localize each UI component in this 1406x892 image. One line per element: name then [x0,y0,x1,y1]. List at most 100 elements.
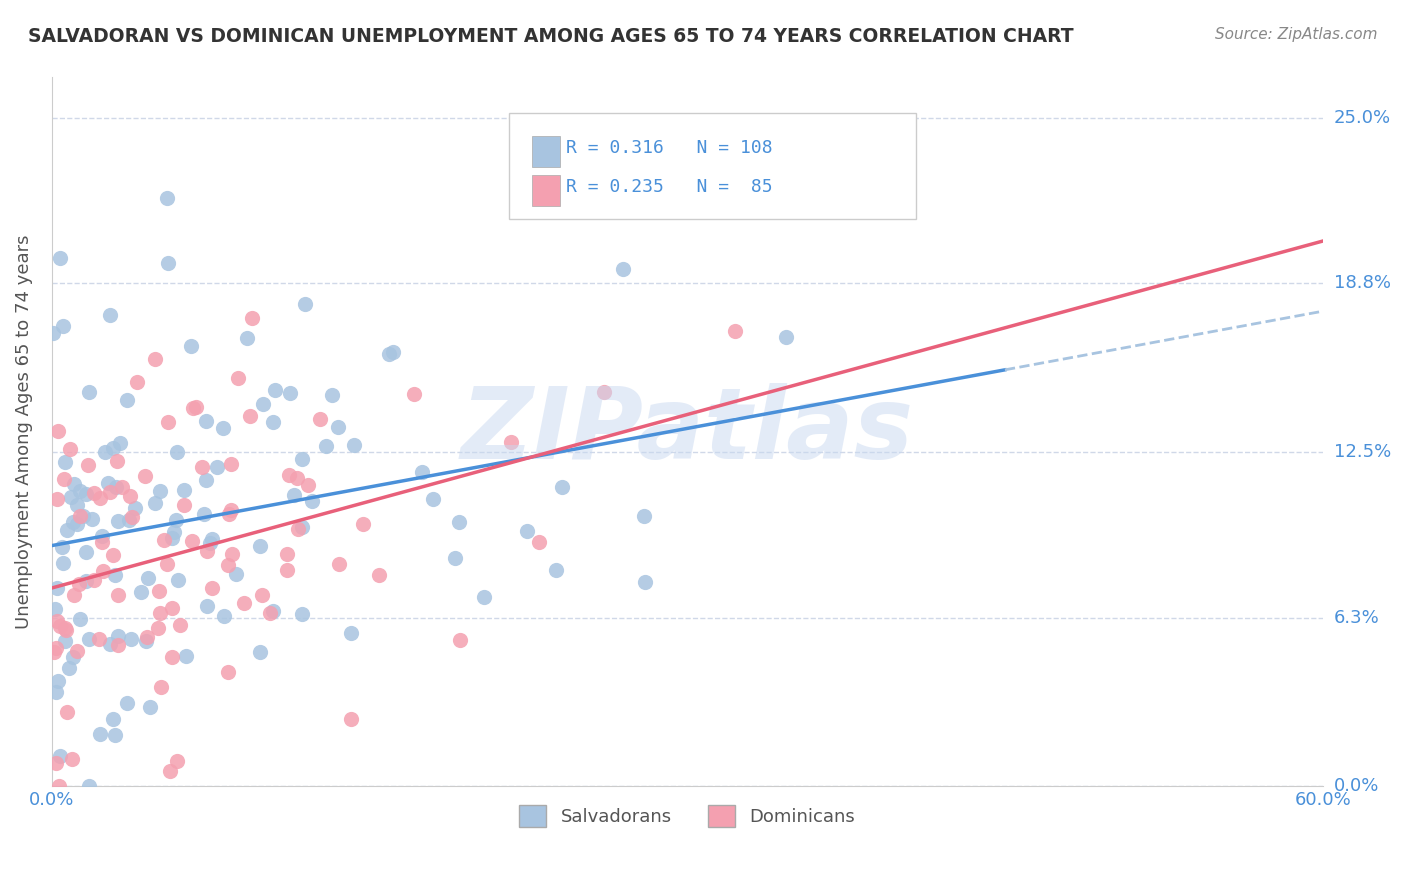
Point [280,386,302,401]
Point [156,191,179,205]
Point [48,618,70,632]
Point [60,491,83,505]
Point [59,442,82,456]
Point [60,752,83,766]
Point [343,437,366,451]
Point [103,712,125,726]
Point [76,458,98,473]
Point [294,297,316,311]
Point [135,634,157,648]
Point [775,330,797,344]
Point [219,503,242,517]
Point [121,509,143,524]
Point [276,563,298,577]
Point [110,479,132,493]
Point [291,451,314,466]
Point [98,484,121,499]
Point [79,632,101,646]
Point [444,550,467,565]
Point [44,601,66,615]
Point [56,523,79,537]
Point [181,401,204,416]
Point [127,375,149,389]
Point [66,499,89,513]
Point [63,588,86,602]
Point [544,563,567,577]
Point [156,415,179,429]
Point [115,392,138,407]
Point [136,630,159,644]
Point [52,319,75,334]
Point [315,439,337,453]
Point [290,520,312,534]
Point [153,533,176,548]
Point [41,326,63,340]
Point [124,500,146,515]
Point [49,251,72,265]
Point [98,637,121,651]
Point [447,516,470,530]
Point [52,556,75,570]
Point [162,649,184,664]
Point [221,547,243,561]
Point [252,397,274,411]
Text: SALVADORAN VS DOMINICAN UNEMPLOYMENT AMONG AGES 65 TO 74 YEARS CORRELATION CHART: SALVADORAN VS DOMINICAN UNEMPLOYMENT AMO… [28,27,1074,45]
Point [201,581,224,595]
Point [118,513,141,527]
Point [527,534,550,549]
Point [150,680,173,694]
Point [91,529,114,543]
Point [55,623,77,637]
Point [404,387,426,401]
Point [301,494,323,508]
Point [339,626,361,640]
Point [45,684,67,698]
Point [287,471,309,485]
Point [193,507,215,521]
Point [264,383,287,397]
Point [225,567,247,582]
Point [169,617,191,632]
Point [173,498,195,512]
Point [156,255,179,269]
Point [51,540,73,554]
Point [120,632,142,647]
Point [118,489,141,503]
FancyBboxPatch shape [531,136,560,168]
Point [62,477,84,491]
Point [75,574,97,589]
Point [181,533,204,548]
Point [368,567,391,582]
Point [612,262,634,277]
Point [46,424,69,438]
Point [212,608,235,623]
Point [66,517,89,532]
Point [104,567,127,582]
Point [52,472,75,486]
Point [45,756,67,770]
Point [297,478,319,492]
Point [107,514,129,528]
Point [217,558,239,572]
Text: 0.0%: 0.0% [1334,778,1379,796]
Point [46,581,69,595]
Point [104,480,127,494]
Point [634,575,657,590]
Point [321,388,343,402]
Point [283,488,305,502]
Point [115,697,138,711]
Point [633,509,655,524]
Point [156,558,179,572]
Point [159,764,181,779]
Point [46,674,69,689]
Point [53,634,76,648]
Point [46,614,69,628]
Text: 6.3%: 6.3% [1334,609,1379,627]
Point [56,705,79,719]
Text: 25.0%: 25.0% [1334,109,1391,127]
Point [226,371,249,385]
Point [340,712,363,726]
Point [77,384,100,399]
Point [551,480,574,494]
Point [136,571,159,585]
